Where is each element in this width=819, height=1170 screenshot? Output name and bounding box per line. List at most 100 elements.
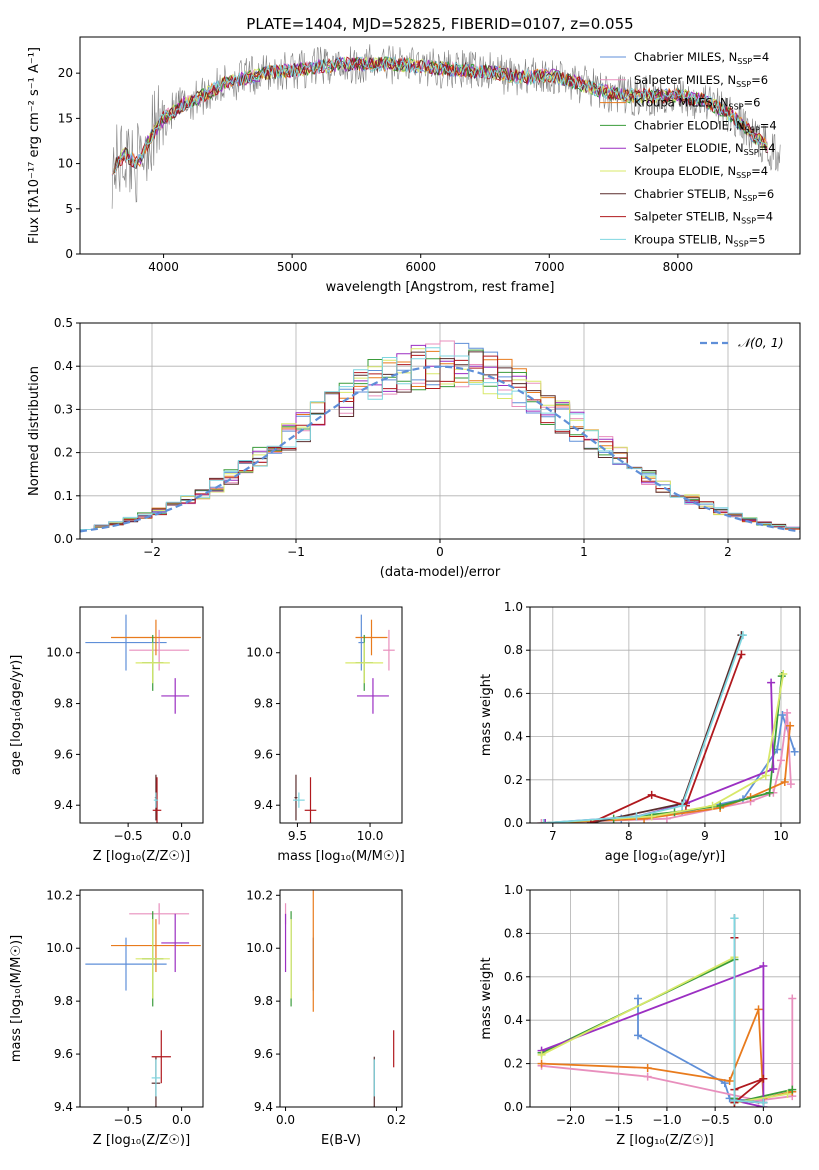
weight-marker bbox=[730, 1096, 739, 1105]
weight-line bbox=[590, 654, 743, 823]
y-tick-label: 9.4 bbox=[54, 798, 73, 812]
x-tick-label: 9.5 bbox=[288, 829, 307, 843]
x-tick-label: 4000 bbox=[148, 260, 179, 274]
weight-marker bbox=[780, 777, 789, 786]
weight-marker bbox=[778, 711, 787, 719]
plot-area bbox=[284, 890, 395, 1107]
y-tick-label: 10.0 bbox=[246, 941, 273, 955]
weight-marker bbox=[634, 1031, 642, 1040]
x-axis-label: E(B-V) bbox=[321, 1133, 361, 1148]
panel-residual-histogram: −2 −1 0 1 2 0.0 0.1 0.2 0.3 0.4 0.5 (data-model)/er… bbox=[27, 316, 801, 580]
y-tick-label: 0.4 bbox=[54, 359, 73, 373]
axes-frame bbox=[79, 36, 801, 255]
y-tick-label: 9.4 bbox=[254, 798, 273, 812]
y-tick-label: 0.2 bbox=[504, 773, 523, 787]
x-tick-label: 10.0 bbox=[357, 829, 384, 843]
weight-line bbox=[543, 634, 744, 823]
y-tick-label: 0.4 bbox=[504, 1013, 523, 1027]
legend-entry: Salpeter STELIB, NSSP=4 bbox=[634, 210, 773, 226]
weight-marker bbox=[765, 788, 774, 797]
x-tick-label: −2.0 bbox=[556, 1113, 585, 1127]
y-tick-label: 9.8 bbox=[254, 697, 273, 711]
y-tick-label: 15 bbox=[58, 111, 73, 125]
plot-area bbox=[293, 614, 395, 823]
legend-entry: 𝒩(0, 1) bbox=[738, 335, 784, 350]
x-tick-label: 0.2 bbox=[387, 1113, 406, 1127]
x-tick-label: 0.0 bbox=[754, 1113, 773, 1127]
x-axis-label: Z [log₁₀(Z/Z☉)] bbox=[93, 849, 190, 864]
weight-line bbox=[590, 634, 743, 823]
weight-marker bbox=[725, 1076, 734, 1085]
weight-marker bbox=[786, 721, 795, 730]
weight-marker bbox=[790, 747, 799, 756]
weight-marker bbox=[537, 1050, 546, 1059]
weight-marker bbox=[759, 961, 768, 970]
y-tick-label: 0.3 bbox=[54, 402, 73, 416]
legend-entry: Chabrier MILES, NSSP=4 bbox=[634, 50, 769, 66]
x-tick-label: −1.5 bbox=[604, 1113, 633, 1127]
weight-marker bbox=[708, 801, 717, 810]
y-axis-label: age [log₁₀(age/yr)] bbox=[9, 655, 24, 776]
y-tick-label: 20 bbox=[58, 66, 73, 80]
spectrum-model-line bbox=[113, 56, 768, 174]
normal-curve bbox=[80, 365, 800, 533]
x-axis-label: (data-model)/error bbox=[380, 565, 501, 580]
x-tick-label: −1.0 bbox=[652, 1113, 681, 1127]
y-tick-label: 10.2 bbox=[46, 888, 73, 902]
weight-line bbox=[545, 676, 783, 823]
x-axis-label: age [log₁₀(age/yr)] bbox=[605, 849, 726, 864]
y-tick-label: 9.6 bbox=[254, 1047, 273, 1061]
legend-entry: Salpeter MILES, NSSP=6 bbox=[634, 73, 768, 89]
y-tick-label: 0.8 bbox=[504, 926, 523, 940]
panel-spectrum: 4000 5000 6000 7000 8000 0 5 10 15 20 wavelength [… bbox=[27, 36, 801, 295]
weight-marker bbox=[788, 994, 797, 1003]
x-tick-label: 6000 bbox=[405, 260, 436, 274]
y-tick-label: 10.0 bbox=[246, 646, 273, 660]
y-tick-label: 9.6 bbox=[54, 1047, 73, 1061]
x-tick-label: −0.5 bbox=[701, 1113, 730, 1127]
x-tick-label: −0.5 bbox=[114, 829, 143, 843]
x-tick-label: −0.5 bbox=[114, 1113, 143, 1127]
y-axis-label: Flux [fλ10⁻¹⁷ erg cm⁻² s⁻¹ A⁻¹] bbox=[27, 47, 42, 244]
y-tick-label: 9.8 bbox=[254, 994, 273, 1008]
y-axis-label: mass weight bbox=[479, 957, 494, 1039]
x-axis-label: Z [log₁₀(Z/Z☉)] bbox=[93, 1133, 190, 1148]
plot-area bbox=[537, 631, 799, 823]
legend-entry: Salpeter ELODIE, NSSP=4 bbox=[634, 141, 776, 157]
figure-title: PLATE=1404, MJD=52825, FIBERID=0107, z=0… bbox=[246, 15, 633, 33]
y-tick-label: 0.4 bbox=[504, 730, 523, 744]
spectrum-model-line bbox=[114, 56, 767, 173]
plot-area bbox=[85, 614, 201, 823]
weight-marker bbox=[730, 914, 739, 923]
weight-marker bbox=[779, 669, 788, 678]
y-tick-label: 0.6 bbox=[504, 686, 523, 700]
panel-mass-weight-vs-Z: −2.0 −1.5 −1.0 −0.5 0.0 0.0 0.2 0.4 0.6 0.8 1.0 Z [… bbox=[479, 883, 801, 1148]
x-axis-label: mass [log₁₀(M/M☉)] bbox=[277, 849, 404, 864]
legend-entry: Kroupa MILES, NSSP=6 bbox=[634, 96, 760, 112]
weight-marker bbox=[537, 819, 546, 823]
weight-marker bbox=[634, 994, 642, 1003]
plot-area bbox=[85, 903, 201, 1107]
y-tick-label: 0 bbox=[65, 247, 73, 261]
y-tick-label: 0.5 bbox=[54, 316, 73, 330]
panel-mass-vs-Z: −0.5 0.0 9.4 9.6 9.8 10.0 10.2 Z [log₁₀(Z/Z☉)] m… bbox=[9, 888, 204, 1148]
y-tick-label: 1.0 bbox=[504, 883, 523, 897]
x-tick-label: −2 bbox=[143, 545, 161, 559]
x-tick-label: 7000 bbox=[534, 260, 565, 274]
panel-age-vs-Z: −0.5 0.0 9.4 9.6 9.8 10.0 Z [log₁₀(Z/Z☉)] age [… bbox=[9, 606, 204, 864]
y-tick-label: 0.6 bbox=[504, 970, 523, 984]
weight-marker bbox=[643, 1072, 652, 1081]
axes-frame bbox=[279, 889, 403, 1108]
weight-marker bbox=[678, 801, 687, 810]
x-tick-label: 10 bbox=[773, 829, 788, 843]
y-tick-label: 10 bbox=[58, 157, 73, 171]
y-tick-label: 0.8 bbox=[504, 643, 523, 657]
y-axis-label: mass [log₁₀(M/M☉)] bbox=[9, 935, 24, 1062]
x-axis-label: Z [log₁₀(Z/Z☉)] bbox=[616, 1133, 713, 1148]
weight-marker bbox=[776, 756, 785, 765]
weight-marker bbox=[769, 765, 778, 773]
legend-entry: Chabrier STELIB, NSSP=6 bbox=[634, 187, 774, 203]
weight-marker bbox=[754, 1005, 763, 1014]
spectrum-model-line bbox=[114, 56, 768, 173]
